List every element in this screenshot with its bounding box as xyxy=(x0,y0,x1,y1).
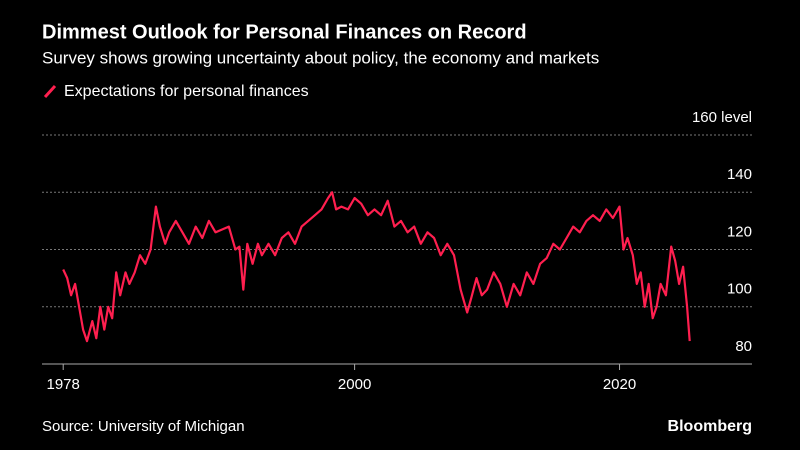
y-tick-label: 120 xyxy=(727,223,752,240)
data-line xyxy=(62,191,691,343)
legend-swatch xyxy=(43,84,57,99)
x-tick-label: 1978 xyxy=(47,376,80,393)
legend-label: Expectations for personal finances xyxy=(64,83,309,100)
chart-subtitle: Survey shows growing uncertainty about p… xyxy=(42,48,599,67)
source: Source: University of Michigan xyxy=(42,418,245,435)
brand: Bloomberg xyxy=(668,418,752,435)
y-tick-label: 100 xyxy=(727,281,752,298)
y-tick-label: 160 level xyxy=(692,109,752,126)
y-tick-label: 80 xyxy=(735,338,752,355)
y-tick-label: 140 xyxy=(727,166,752,183)
x-tick-label: 2020 xyxy=(603,376,636,393)
x-tick-label: 2000 xyxy=(338,376,371,393)
chart-title: Dimmest Outlook for Personal Finances on… xyxy=(42,21,527,43)
